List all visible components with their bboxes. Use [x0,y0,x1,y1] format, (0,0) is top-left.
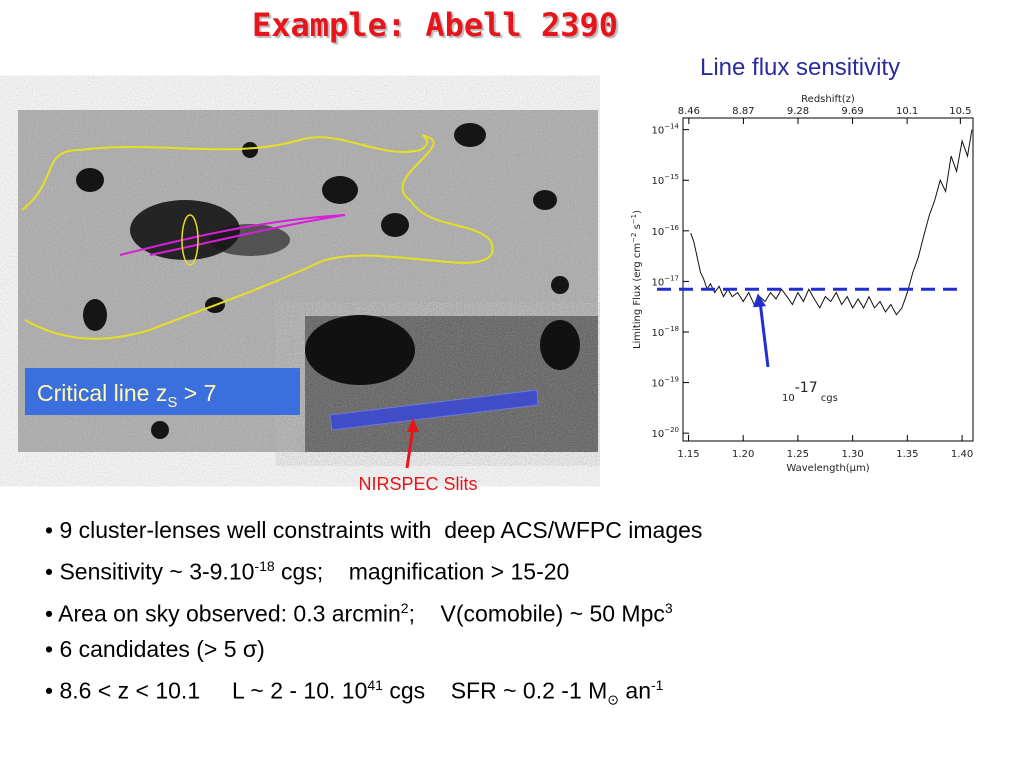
x2-tick-label: 9.69 [841,106,863,117]
bullet-text: • 9 cluster-lenses well constraints with… [45,517,703,543]
threshold-arrow [758,301,770,368]
bullet-text: -18 [254,558,275,574]
y-label-text: ) [632,210,643,214]
x2-tick-label: 10.5 [949,106,971,117]
y-label-text: Limiting Flux (erg cm [632,243,643,349]
y-tick-base: 10 [651,277,664,288]
arrow-head [753,293,766,308]
plot-frame [682,117,974,442]
slit-label: NIRSPEC Slits [358,474,477,494]
bullet-text: 41 [367,677,383,694]
y-tick-base: 10 [651,379,664,390]
bullet: • 9 cluster-lenses well constraints with… [45,512,702,548]
y-tick-label: 10−15 [651,173,679,187]
bullet-text: -1 [651,677,664,694]
y-tick-label: 10−16 [651,224,679,238]
spectrum-line [690,129,973,316]
bullet: • Area on sky observed: 0.3 arcmin2; V(c… [45,590,702,632]
bullet-text: • 8.6 < z < 10.1 L ~ 2 - 10. 10 [45,677,368,704]
y-axis-label: Limiting Flux (erg cm−2 s−1) [630,210,643,349]
x2-tick-label: 10.1 [896,106,918,117]
y-tick-exponent: −19 [664,376,679,384]
y-tick-base: 10 [651,227,664,238]
y-tick-label: 10−20 [651,426,679,440]
x-tick-label: 1.20 [732,449,754,460]
bullet-text: cgs SFR ~ 0.2 -1 M [382,677,608,704]
y-label-text: s [632,224,643,232]
threshold-unit: cgs [818,393,838,404]
y-tick-label: 10−19 [651,376,679,390]
y-label-sup: −2 [630,233,638,243]
x2-tick-label: 8.46 [678,106,700,117]
bullet-text: ; V(comobile) ~ 50 Mpc [408,600,665,627]
bullet-text: 3 [664,599,673,616]
y-tick-label: 10−18 [651,325,679,339]
y-tick-exponent: −14 [664,123,679,131]
y-tick-label: 10−17 [651,274,679,288]
bullet: • Sensitivity ~ 3-9.10-18 cgs; magnifica… [45,548,702,590]
x-tick-label: 1.25 [787,449,809,460]
y-tick-exponent: −16 [664,224,679,232]
slide-title: Example: Abell 2390 [251,6,619,44]
bullet-text: 2 [400,599,409,616]
bullet-text: • 6 candidates (> 5 σ) [45,636,265,663]
y-tick-exponent: −17 [664,274,679,282]
y-tick-base: 10 [651,126,664,137]
threshold-exponent: -17 [795,380,818,396]
y-tick-label: 10−14 [651,123,679,137]
x2-tick-label: 9.28 [787,106,809,117]
x2-axis-label: Redshift(z) [801,94,855,105]
y-tick-base: 10 [651,328,664,339]
chart-title: Line flux sensitivity [700,54,901,81]
y-label-sup: −1 [630,214,638,224]
x2-tick-label: 8.87 [732,106,754,117]
chart: 1.15 1.20 1.25 1.30 1.35 1.40 8.46 8.87 9.28 9.69… [625,90,990,475]
bullet-text: an [619,677,652,704]
critical-line-label: Critical line zS > 7 [37,380,216,411]
threshold-base: 10 [782,393,795,404]
threshold-label: 10-17 cgs [782,380,838,404]
y-tick-exponent: −18 [664,325,679,333]
text-part: Critical line z [37,380,167,406]
x-tick-label: 1.40 [951,449,973,460]
bullet: • 8.6 < z < 10.1 L ~ 2 - 10. 1041 cgs SF… [45,667,702,717]
y-tick-exponent: −15 [664,173,679,181]
x-tick-label: 1.15 [677,449,699,460]
text-part: > 7 [177,380,216,406]
y-tick-exponent: −20 [664,426,679,434]
y-tick-base: 10 [651,176,664,187]
x-tick-label: 1.35 [896,449,918,460]
y-tick-base: 10 [651,429,664,440]
bullet-text: cgs; magnification > 15-20 [274,558,570,585]
bullet: • 6 candidates (> 5 σ) [45,631,702,667]
bullet-text: • Sensitivity ~ 3-9.10 [45,558,255,585]
bullet-list: • 9 cluster-lenses well constraints with… [45,512,702,718]
cluster-image: Critical line zS > 7 NIRSPEC Slits [18,110,598,494]
text-part: S [167,394,177,411]
bullet-text: • Area on sky observed: 0.3 arcmin [45,600,401,627]
x-axis-label: Wavelength(μm) [786,463,869,474]
bullet-text: ⊙ [607,691,620,708]
x-tick-label: 1.30 [841,449,863,460]
